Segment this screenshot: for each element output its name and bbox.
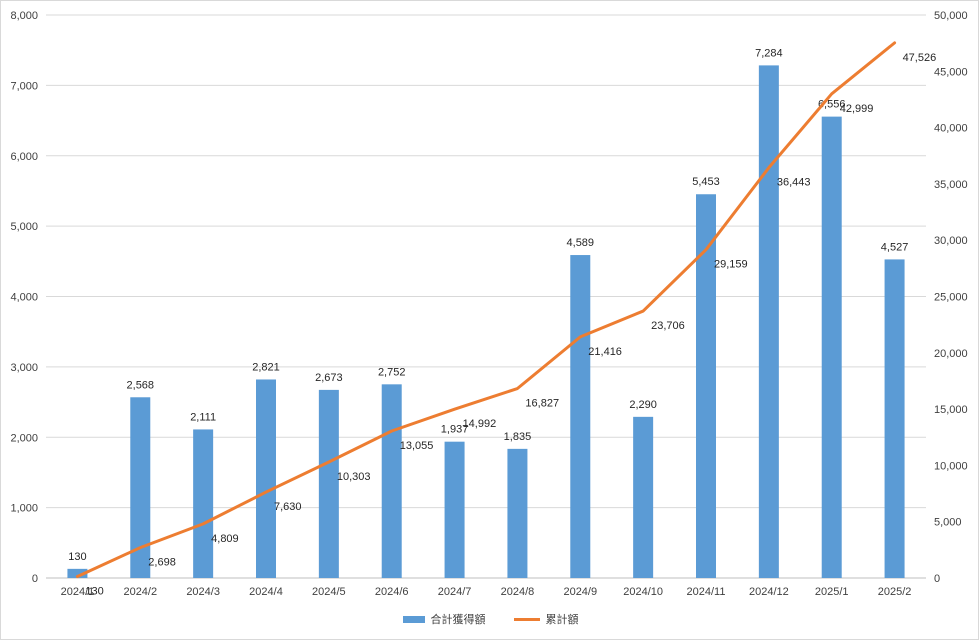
x-tick-label: 2024/6 bbox=[375, 586, 409, 598]
y-tick-label: 8,000 bbox=[10, 10, 38, 22]
y-tick-label: 1,000 bbox=[10, 503, 38, 515]
y-tick-label: 2,000 bbox=[10, 432, 38, 444]
line-value-label: 14,992 bbox=[463, 418, 497, 430]
line-value-label: 23,706 bbox=[651, 320, 685, 332]
x-tick-label: 2024/4 bbox=[249, 586, 283, 598]
bar-value-label: 2,821 bbox=[252, 361, 280, 373]
bar bbox=[256, 379, 276, 578]
bar-value-label: 1,835 bbox=[504, 431, 532, 443]
x-tick-label: 2024/10 bbox=[623, 586, 663, 598]
y2-tick-label: 40,000 bbox=[934, 123, 968, 135]
y-tick-label: 7,000 bbox=[10, 80, 38, 92]
x-tick-label: 2025/1 bbox=[815, 586, 849, 598]
bar-value-label: 2,673 bbox=[315, 372, 343, 384]
bar bbox=[884, 259, 905, 578]
legend: 合計獲得額 累計額 bbox=[1, 611, 979, 627]
bar-value-label: 2,568 bbox=[127, 379, 155, 391]
bar bbox=[318, 389, 339, 578]
bar-value-label: 5,453 bbox=[692, 176, 720, 188]
line-value-label: 29,159 bbox=[714, 259, 748, 271]
line-value-label: 42,999 bbox=[840, 103, 874, 115]
y2-tick-label: 50,000 bbox=[934, 10, 968, 22]
line-value-label: 130 bbox=[85, 586, 103, 598]
bar-value-label: 7,284 bbox=[755, 47, 783, 59]
y2-tick-label: 0 bbox=[934, 573, 940, 585]
line-value-label: 2,698 bbox=[148, 557, 176, 569]
y2-tick-label: 45,000 bbox=[934, 66, 968, 78]
bar bbox=[696, 194, 716, 579]
bar-value-label: 4,527 bbox=[881, 241, 909, 253]
bar bbox=[758, 65, 779, 579]
x-tick-label: 2024/7 bbox=[438, 586, 472, 598]
bar bbox=[381, 384, 402, 578]
line-series bbox=[75, 41, 897, 579]
bar bbox=[633, 416, 654, 578]
y2-tick-label: 30,000 bbox=[934, 235, 968, 247]
x-tick-label: 2024/1 bbox=[61, 586, 95, 598]
x-tick-label: 2024/5 bbox=[312, 586, 346, 598]
legend-item-line: 累計額 bbox=[513, 611, 579, 627]
bar bbox=[130, 397, 151, 578]
y2-tick-label: 25,000 bbox=[934, 292, 968, 304]
y2-tick-label: 15,000 bbox=[934, 404, 968, 416]
y-tick-label: 3,000 bbox=[10, 362, 38, 374]
bar-value-label: 1,937 bbox=[441, 424, 469, 436]
y2-tick-label: 20,000 bbox=[934, 348, 968, 360]
x-tick-label: 2024/11 bbox=[687, 586, 726, 598]
bar-value-label: 4,589 bbox=[567, 237, 595, 249]
line-value-label: 16,827 bbox=[525, 398, 559, 410]
line-value-label: 47,526 bbox=[903, 52, 937, 64]
bar bbox=[67, 568, 88, 578]
x-tick-label: 2024/2 bbox=[123, 586, 157, 598]
x-tick-label: 2024/8 bbox=[501, 586, 535, 598]
x-tick-label: 2024/9 bbox=[563, 586, 597, 598]
line-value-label: 10,303 bbox=[337, 471, 371, 483]
x-tick-label: 2024/12 bbox=[749, 586, 789, 598]
x-tick-label: 2024/3 bbox=[186, 586, 220, 598]
bar-value-label: 2,290 bbox=[629, 399, 657, 411]
line-value-label: 7,630 bbox=[274, 501, 302, 513]
legend-label-bar: 合計獲得額 bbox=[430, 614, 486, 626]
x-tick-label: 2025/2 bbox=[878, 586, 912, 598]
bar bbox=[507, 448, 528, 578]
y-tick-label: 0 bbox=[32, 573, 38, 585]
y-tick-label: 5,000 bbox=[10, 221, 38, 233]
bar bbox=[193, 429, 214, 578]
bar-value-label: 2,111 bbox=[190, 411, 216, 423]
bar-value-label: 130 bbox=[68, 551, 86, 563]
y-tick-label: 6,000 bbox=[10, 151, 38, 163]
bar-value-label: 2,752 bbox=[378, 366, 406, 378]
line-value-label: 4,809 bbox=[211, 533, 239, 545]
legend-label-line: 累計額 bbox=[545, 614, 579, 626]
legend-swatch-bar bbox=[402, 615, 425, 623]
line-value-label: 13,055 bbox=[400, 440, 434, 452]
line-value-label: 36,443 bbox=[777, 177, 811, 189]
line-value-label: 21,416 bbox=[588, 346, 622, 358]
y2-tick-label: 35,000 bbox=[934, 179, 968, 191]
y2-tick-label: 10,000 bbox=[934, 460, 968, 472]
bar bbox=[444, 441, 465, 578]
legend-swatch-line bbox=[513, 617, 540, 621]
y-tick-label: 4,000 bbox=[10, 292, 38, 304]
bar bbox=[570, 255, 591, 578]
bar bbox=[821, 116, 842, 579]
legend-item-bar: 合計獲得額 bbox=[402, 611, 486, 627]
y2-tick-label: 5,000 bbox=[934, 517, 962, 529]
